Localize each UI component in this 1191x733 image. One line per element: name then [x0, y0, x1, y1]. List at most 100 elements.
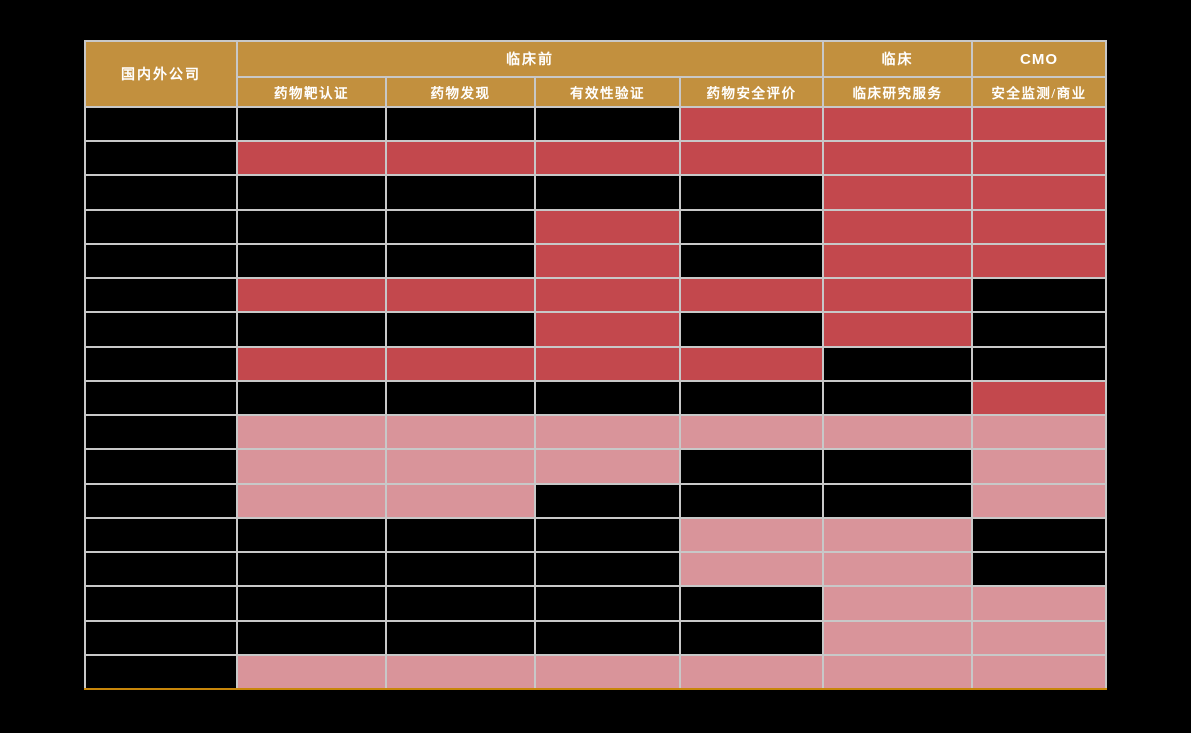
company-cell: [86, 416, 236, 449]
table-cell: [238, 484, 385, 517]
table-cell: [824, 416, 971, 449]
table-cell: [681, 655, 822, 688]
table-cell: [824, 450, 971, 483]
table-cell: [973, 655, 1105, 688]
table-cell: [536, 416, 679, 449]
table-cell: [973, 587, 1105, 620]
table-cell: [681, 518, 822, 552]
table-cell: [238, 518, 385, 552]
table-cell: [387, 553, 534, 586]
table-cell: [973, 108, 1105, 141]
table-cell: [536, 484, 679, 517]
table-cell: [387, 313, 534, 346]
company-cell: [86, 279, 236, 312]
table-cell: [824, 347, 971, 380]
table-cell: [681, 484, 822, 517]
table-cell: [387, 655, 534, 688]
table-cell: [536, 108, 679, 141]
table-cell: [681, 416, 822, 449]
column-header-drug-safety-evaluation: 药物安全评价: [681, 78, 822, 106]
table-cell: [824, 313, 971, 346]
table-cell: [681, 176, 822, 209]
column-header-drug-discovery: 药物发现: [387, 78, 534, 106]
company-cell: [86, 142, 236, 175]
table-cell: [238, 655, 385, 688]
table-cell: [238, 279, 385, 312]
table-cell: [681, 347, 822, 380]
table-cell: [238, 416, 385, 449]
table-cell: [681, 279, 822, 312]
table-cell: [973, 210, 1105, 243]
table-cell: [824, 210, 971, 243]
table-cell: [973, 313, 1105, 346]
company-cell: [86, 347, 236, 380]
company-cell: [86, 518, 236, 552]
table-cell: [824, 621, 971, 654]
table-cell: [238, 210, 385, 243]
column-header-efficacy-validation: 有效性验证: [536, 78, 679, 106]
column-header-company: 国内外公司: [86, 42, 236, 106]
table-cell: [387, 621, 534, 654]
company-cell: [86, 655, 236, 688]
table-cell: [536, 621, 679, 654]
table-cell: [387, 108, 534, 141]
table-cell: [238, 142, 385, 175]
table-cell: [824, 484, 971, 517]
table-cell: [387, 587, 534, 620]
table-cell: [536, 347, 679, 380]
table-cell: [973, 450, 1105, 483]
table-cell: [238, 108, 385, 141]
table-cell: [973, 518, 1105, 552]
table-cell: [973, 347, 1105, 380]
table-cell: [536, 553, 679, 586]
table-cell: [387, 450, 534, 483]
company-cell: [86, 553, 236, 586]
company-cell: [86, 381, 236, 415]
company-cell: [86, 244, 236, 278]
table-cell: [824, 279, 971, 312]
table-cell: [681, 244, 822, 278]
table-cell: [387, 518, 534, 552]
company-cell: [86, 587, 236, 620]
table-cell: [824, 108, 971, 141]
comparison-table: 国内外公司 临床前 临床 CMO 药物靶认证 药物发现 有效性验证 药物安全评价…: [84, 40, 1107, 690]
company-cell: [86, 210, 236, 243]
column-header-clinical-research-services: 临床研究服务: [824, 78, 971, 106]
table-cell: [536, 210, 679, 243]
table-cell: [973, 381, 1105, 415]
table-cell: [824, 553, 971, 586]
table-cell: [973, 484, 1105, 517]
table-cell: [387, 484, 534, 517]
table-cell: [973, 416, 1105, 449]
table-cell: [824, 142, 971, 175]
table-cell: [681, 621, 822, 654]
company-cell: [86, 621, 236, 654]
column-group-clinical: 临床: [824, 42, 971, 76]
table-cell: [824, 244, 971, 278]
company-cell: [86, 108, 236, 141]
table-cell: [387, 244, 534, 278]
company-cell: [86, 176, 236, 209]
table-cell: [387, 381, 534, 415]
table-cell: [238, 587, 385, 620]
table-cell: [238, 176, 385, 209]
table-cell: [681, 381, 822, 415]
table-cell: [824, 518, 971, 552]
table-cell: [681, 210, 822, 243]
company-cell: [86, 484, 236, 517]
table-cell: [824, 655, 971, 688]
table-cell: [536, 518, 679, 552]
table-cell: [681, 142, 822, 175]
table-cell: [387, 279, 534, 312]
table-cell: [536, 142, 679, 175]
column-header-target-validation: 药物靶认证: [238, 78, 385, 106]
table-cell: [387, 142, 534, 175]
table-cell: [681, 313, 822, 346]
table-cell: [536, 244, 679, 278]
table-cell: [973, 553, 1105, 586]
table-cell: [536, 381, 679, 415]
table-cell: [973, 621, 1105, 654]
column-group-cmo: CMO: [973, 42, 1105, 76]
table-cell: [973, 244, 1105, 278]
table-cell: [387, 176, 534, 209]
